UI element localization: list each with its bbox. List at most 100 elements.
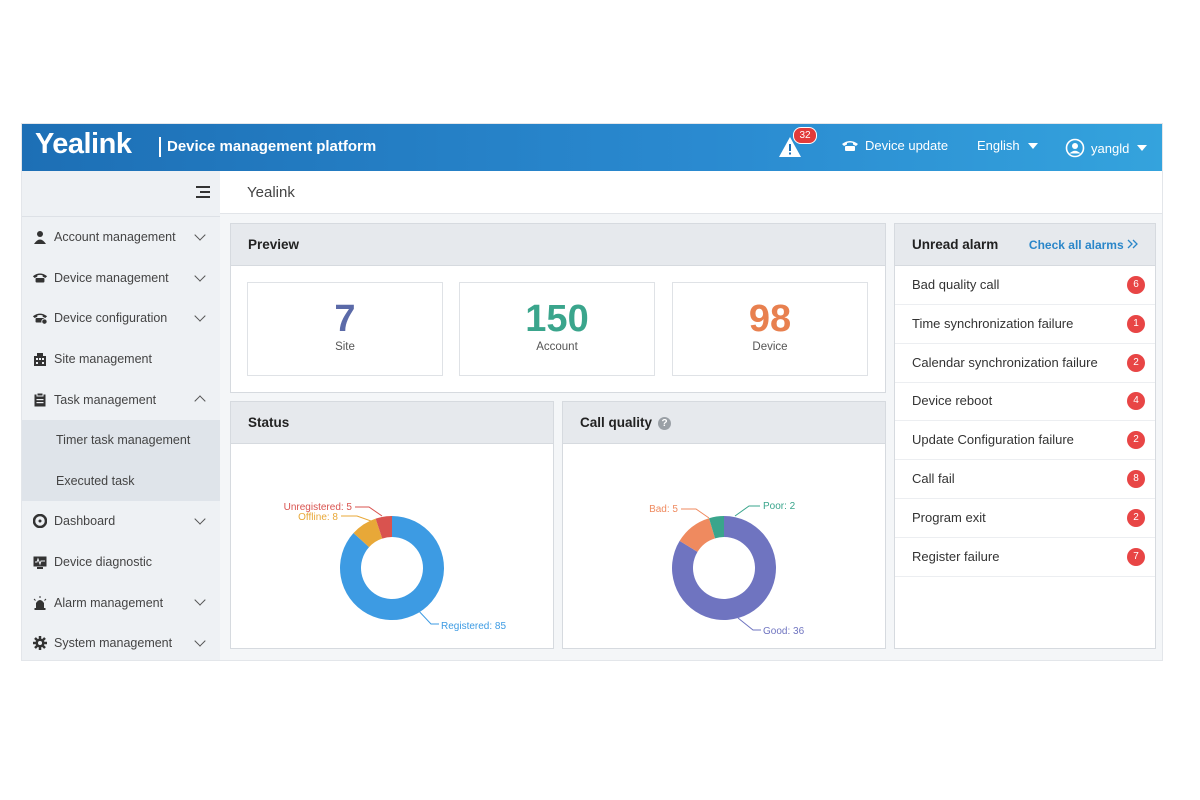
sidebar-item-account-management[interactable]: Account management: [22, 217, 220, 258]
breadcrumb-item[interactable]: Yealink: [247, 184, 295, 201]
phone-gear-icon: [32, 310, 48, 326]
sidebar-item-label: Task management: [54, 392, 157, 407]
alarm-list-item[interactable]: Calendar synchronization failure 2: [895, 344, 1155, 383]
user-icon: [32, 229, 48, 245]
alarm-list-item[interactable]: Call fail 8: [895, 460, 1155, 499]
yealink-logo: Yealink: [35, 128, 132, 160]
user-menu[interactable]: yangld: [1065, 138, 1148, 158]
alarm-label: Update Configuration failure: [912, 432, 1074, 448]
stat-value: 98: [748, 298, 792, 340]
chevron-down-icon: [194, 310, 206, 322]
platform-title: Device management platform: [159, 137, 376, 157]
alarm-list-item[interactable]: Update Configuration failure 2: [895, 421, 1155, 461]
sidebar-item-label: System management: [54, 636, 173, 651]
sidebar-item-label: Site management: [54, 352, 152, 367]
sidebar-subitem-timer-task-management[interactable]: Timer task management: [22, 419, 220, 461]
alarm-count-badge: 2: [1127, 508, 1145, 527]
clipboard-icon: [32, 392, 48, 408]
sidebar-item-dashboard[interactable]: Dashboard: [22, 501, 220, 542]
alarm-list-item[interactable]: Register failure 7: [895, 538, 1155, 577]
donut-slice-unregistered[interactable]: [375, 516, 392, 539]
donut-slice-good[interactable]: [672, 516, 776, 620]
sidebar-item-label: Account management: [54, 230, 176, 245]
stat-value: 150: [525, 298, 589, 340]
stat-card-device[interactable]: 98 Device: [672, 282, 868, 376]
status-panel: Status Unregistered: 5 Offline: 8 Regist…: [230, 401, 554, 649]
language-label: English: [977, 138, 1020, 153]
unread-alarm-header: Unread alarm Check all alarms: [895, 224, 1155, 266]
sidebar-toggle[interactable]: [22, 171, 220, 217]
donut-slice-registered[interactable]: [340, 516, 444, 620]
gear-icon: [32, 635, 48, 651]
chevron-down-icon: [194, 269, 206, 282]
language-dropdown[interactable]: English: [977, 138, 1038, 153]
unread-alarm-title: Unread alarm: [912, 237, 999, 252]
check-all-alarms-label: Check all alarms: [1028, 238, 1124, 252]
sidebar-item-label: Timer task management: [56, 433, 191, 448]
sidebar-subitem-executed-task[interactable]: Executed task: [22, 460, 220, 502]
check-all-alarms-link[interactable]: Check all alarms: [1029, 238, 1139, 252]
stat-card-site[interactable]: 7 Site: [247, 282, 443, 376]
donut-slice-bad[interactable]: [679, 518, 716, 552]
good-label: Good: 36: [763, 626, 805, 637]
poor-label: Poor: 2: [763, 501, 796, 512]
alarm-warning-icon[interactable]: [778, 135, 802, 159]
help-icon[interactable]: ?: [658, 416, 672, 430]
sidebar-item-label: Device configuration: [54, 311, 168, 326]
alarm-list-item[interactable]: Device reboot 4: [895, 382, 1155, 422]
breadcrumb: Yealink: [220, 171, 1162, 214]
sidebar-item-alarm-management[interactable]: Alarm management: [22, 582, 220, 623]
chevron-up-icon: [194, 395, 206, 408]
alarm-label: Register failure: [912, 548, 1000, 564]
alarm-count-badge: 7: [1127, 547, 1145, 566]
call-quality-header: Call quality?: [563, 402, 885, 444]
sidebar-item-device-diagnostic[interactable]: Device diagnostic: [22, 542, 220, 583]
alarm-count-badge: 4: [1127, 392, 1145, 411]
stat-label: Device: [752, 341, 788, 353]
alarm-list-item[interactable]: Program exit 2: [895, 499, 1155, 538]
alarm-list-item[interactable]: Bad quality call 6: [895, 266, 1155, 305]
sidebar-item-task-management[interactable]: Task management: [22, 379, 220, 420]
status-header: Status: [231, 402, 553, 444]
alarm-label: Call fail: [912, 471, 955, 486]
sidebar-item-label: Dashboard: [54, 514, 116, 529]
donut-slice-poor[interactable]: [709, 516, 724, 539]
sidebar-item-device-management[interactable]: Device management: [22, 258, 220, 299]
caret-down-icon: [1027, 142, 1038, 149]
alarm-label: Program exit: [912, 509, 986, 525]
status-donut-chart: Unregistered: 5 Offline: 8 Registered: 8…: [284, 502, 507, 632]
sidebar-item-label: Alarm management: [54, 595, 164, 610]
offline-label: Offline: 8: [298, 512, 338, 523]
unread-alarm-panel: Unread alarm Check all alarms Bad qualit…: [894, 223, 1156, 649]
alarm-light-icon: [32, 595, 48, 611]
caret-down-icon: [1137, 145, 1148, 151]
device-update-button[interactable]: Device update: [841, 138, 948, 153]
app-window: Yealink Device management platform 32 De…: [22, 124, 1162, 660]
call-quality-panel: Call quality? Bad: 5 Poor: 2 Good: 36: [562, 401, 886, 649]
sidebar-item-system-management[interactable]: System management: [22, 623, 220, 664]
stat-value: 7: [334, 298, 356, 340]
sidebar-item-site-management[interactable]: Site management: [22, 339, 220, 380]
alarm-count-badge: 1: [1127, 314, 1145, 333]
alarm-label: Calendar synchronization failure: [912, 354, 1098, 370]
sidebar-item-label: Device diagnostic: [54, 555, 152, 570]
monitor-icon: [32, 554, 48, 570]
dashboard-icon: [32, 513, 48, 529]
sidebar-item-label: Executed task: [56, 473, 135, 488]
registered-label: Registered: 85: [441, 621, 506, 632]
alarm-list-item[interactable]: Time synchronization failure 1: [895, 305, 1155, 344]
sidebar-item-device-configuration[interactable]: Device configuration: [22, 298, 220, 339]
chevron-down-icon: [194, 513, 206, 525]
alarm-count-badge: 8: [1127, 470, 1145, 488]
stat-card-account[interactable]: 150 Account: [459, 282, 655, 376]
preview-panel: Preview 7 Site 150 Account 98 Device: [230, 223, 886, 393]
call-quality-title: Call quality?: [580, 415, 672, 430]
menu-collapse-icon[interactable]: [196, 186, 210, 201]
bad-label: Bad: 5: [649, 504, 678, 515]
call-quality-title-text: Call quality: [580, 415, 653, 430]
donut-slice-offline[interactable]: [353, 518, 383, 548]
sidebar: Account management Device management Dev…: [22, 171, 220, 660]
alarm-count-badge: 6: [1127, 276, 1145, 294]
status-title: Status: [248, 415, 290, 430]
chevron-down-icon: [194, 594, 206, 607]
